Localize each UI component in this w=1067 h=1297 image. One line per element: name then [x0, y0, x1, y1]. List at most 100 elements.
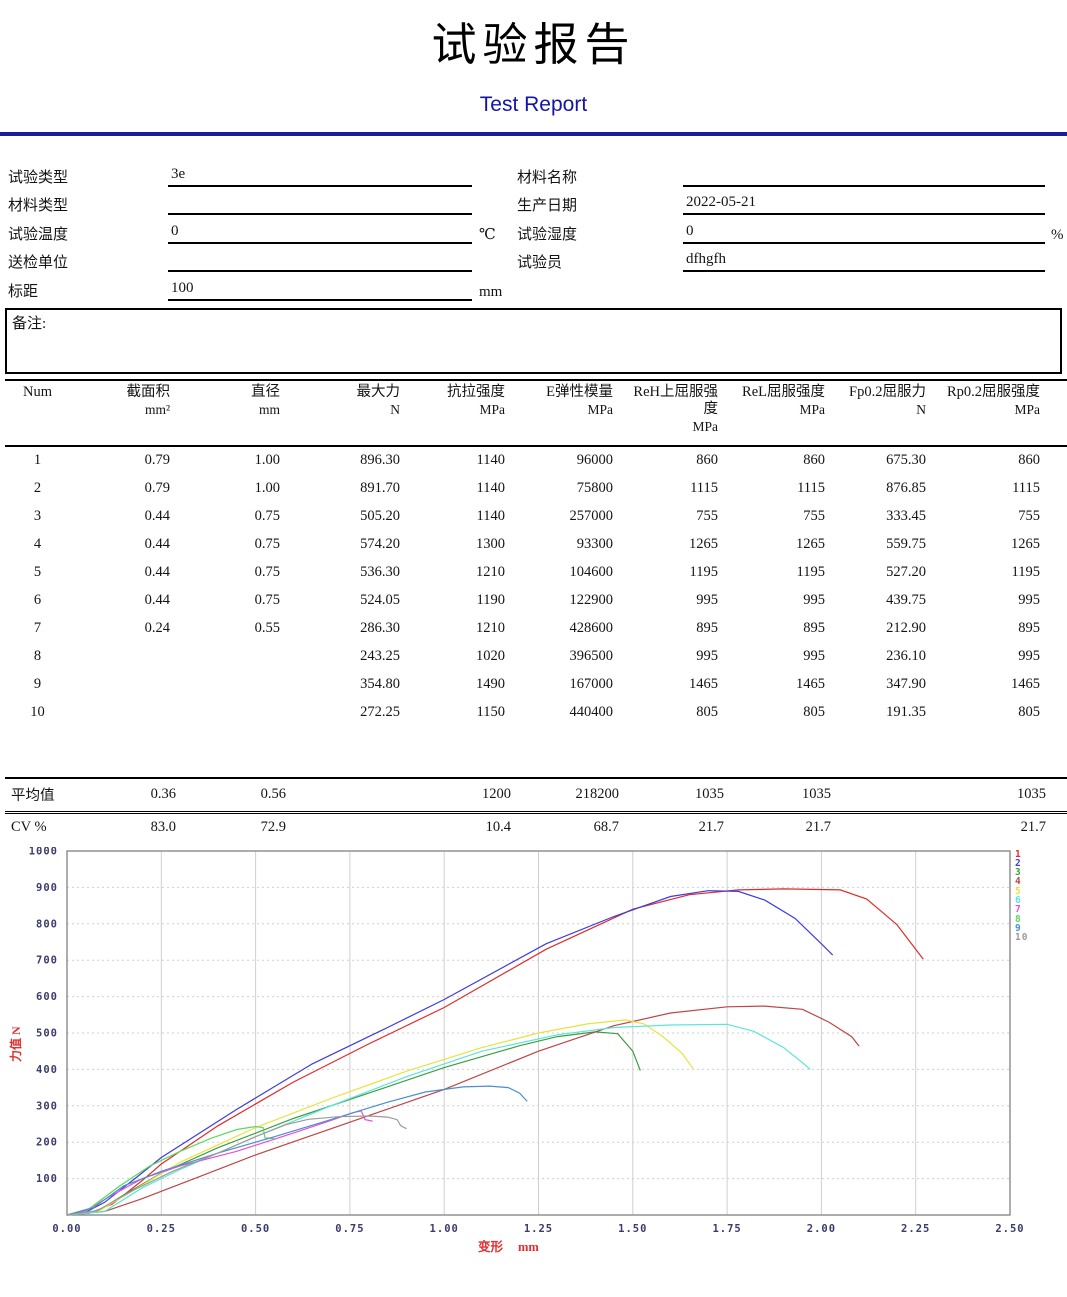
table-cell: 6 [33, 592, 42, 608]
table-cell [1056, 812, 1067, 842]
series-line-2 [66, 889, 834, 1216]
x-tick-label: 0.50 [241, 1223, 270, 1235]
table-cell: 21.7 [1020, 819, 1046, 835]
table-cell: 896.30 [360, 452, 400, 468]
legend-item-9: 9 [1015, 922, 1022, 934]
table-cell: 1.00 [254, 452, 280, 468]
report-title-en: Test Report [479, 93, 588, 116]
table-cell: 21.7 [698, 819, 724, 835]
table-cell [1050, 475, 1067, 503]
y-tick-label: 100 [36, 1173, 58, 1185]
info-form: 试验类型 3e 材料类型 试验温度 0 ℃ 送检单位 标距 100 mm 材料名称 生产日期 2022… [0, 158, 1067, 301]
table-cell: 1210 [476, 564, 505, 580]
column-unit: MPa [692, 418, 718, 434]
table-row: 3 0.44 0.75 505.20 1140 257000 755 755 333.45 755 [5, 503, 1067, 531]
table-cell: 0.75 [254, 536, 280, 552]
field-label: 材料名称 [517, 169, 578, 186]
table-cell: 895 [1018, 620, 1040, 636]
form-field-row: 材料名称 [505, 158, 1067, 187]
column-header: 断后伸长率% [1050, 380, 1067, 446]
field-value: 0 [683, 221, 1045, 244]
table-cell: 3 [33, 508, 42, 524]
x-axis-unit: mm [518, 1240, 539, 1254]
table-cell [1050, 643, 1067, 671]
legend-item-7: 7 [1015, 904, 1022, 916]
field-label: 试验员 [517, 255, 563, 271]
legend-item-4: 4 [1015, 876, 1022, 888]
column-unit: % [1050, 401, 1067, 418]
table-cell: 1035 [695, 786, 724, 802]
column-unit: mm² [144, 401, 170, 417]
table-cell: 536.30 [360, 564, 400, 580]
x-tick-label: 1.50 [618, 1223, 647, 1235]
table-cell: 191.35 [886, 704, 926, 720]
table-cell: 272.25 [360, 704, 400, 720]
table-cell: 860 [696, 452, 718, 468]
table-cell: 1200 [482, 786, 511, 802]
legend-item-2: 2 [1015, 857, 1022, 869]
table-cell: 122900 [569, 592, 614, 608]
y-tick-label: 500 [36, 1027, 58, 1039]
field-label: 试验温度 [8, 226, 69, 243]
table-row: 6 0.44 0.75 524.05 1190 122900 995 995 439.75 995 [5, 587, 1067, 615]
remarks-label: 备注: [12, 315, 47, 332]
field-unit: ℃ [479, 226, 496, 243]
column-unit: N [390, 401, 400, 417]
x-tick-label: 2.50 [995, 1223, 1024, 1235]
field-label: 送检单位 [8, 255, 69, 271]
series-line-8 [66, 1125, 275, 1216]
field-value: 2022-05-21 [683, 192, 1045, 215]
table-row: 8 243.25 1020 396500 995 995 236.10 995 [5, 643, 1067, 671]
table-cell: 0.44 [144, 592, 170, 608]
table-cell: 805 [696, 704, 718, 720]
x-tick-label: 1.75 [712, 1223, 741, 1235]
table-cell: 805 [803, 704, 825, 720]
table-cell: 524.05 [360, 592, 400, 608]
column-name: 断后伸长率 [1050, 384, 1067, 401]
table-row: 1 0.79 1.00 896.30 1140 96000 860 860 675.30 860 [5, 446, 1067, 475]
table-cell: 1210 [476, 620, 505, 636]
table-cell: 876.85 [886, 480, 926, 496]
table-cell: 0.44 [144, 536, 170, 552]
table-cell: 995 [1018, 592, 1040, 608]
table-cell [1050, 446, 1067, 475]
form-field-row: 材料类型 [0, 187, 505, 215]
force-deformation-chart: 100 200 300 400 500 600 700 800 900 1000 0.00 0.25 0… [0, 847, 1067, 1262]
table-cell: 1035 [802, 786, 831, 802]
field-value [168, 192, 472, 215]
x-tick-label: 0.25 [147, 1223, 176, 1235]
table-row: 4 0.44 0.75 574.20 1300 93300 1265 1265 559.75 12… [5, 531, 1067, 559]
table-cell: 1190 [476, 592, 505, 608]
table-cell: 2 [33, 480, 42, 496]
table-cell [1050, 531, 1067, 559]
y-tick-label: 600 [36, 991, 58, 1003]
remarks-box: 备注: [5, 307, 1062, 374]
field-label: 标距 [8, 283, 39, 300]
table-cell [180, 699, 290, 727]
series-line-9 [66, 1084, 528, 1216]
x-axis-label: 变形 [478, 1239, 504, 1254]
legend-item-8: 8 [1015, 913, 1022, 925]
table-cell: 72.9 [260, 819, 286, 835]
column-header: 直径 mm [180, 380, 290, 446]
table-cell: 286.30 [360, 620, 400, 636]
field-value [683, 164, 1045, 187]
header-divider [0, 132, 1067, 136]
chart-canvas: 100 200 300 400 500 600 700 800 900 1000 0.00 0.25 0… [8, 847, 1024, 1254]
field-label: 试验湿度 [517, 226, 578, 243]
column-name: 抗拉强度 [447, 383, 505, 400]
field-value: 3e [168, 164, 472, 187]
table-cell: 505.20 [360, 508, 400, 524]
table-cell: 1150 [476, 704, 505, 720]
table-cell: 68.7 [593, 819, 619, 835]
table-cell: 1465 [796, 676, 825, 692]
y-tick-label: 300 [36, 1100, 58, 1112]
table-cell: 995 [696, 648, 718, 664]
table-cell [1050, 615, 1067, 643]
table-cell: 1.00 [254, 480, 280, 496]
x-tick-label: 2.25 [901, 1223, 930, 1235]
column-header: Fp0.2屈服力 N [835, 380, 936, 446]
table-row: 7 0.24 0.55 286.30 1210 428600 895 895 212.90 895 [5, 615, 1067, 643]
column-unit: N [916, 401, 926, 417]
y-tick-label: 400 [36, 1063, 58, 1075]
